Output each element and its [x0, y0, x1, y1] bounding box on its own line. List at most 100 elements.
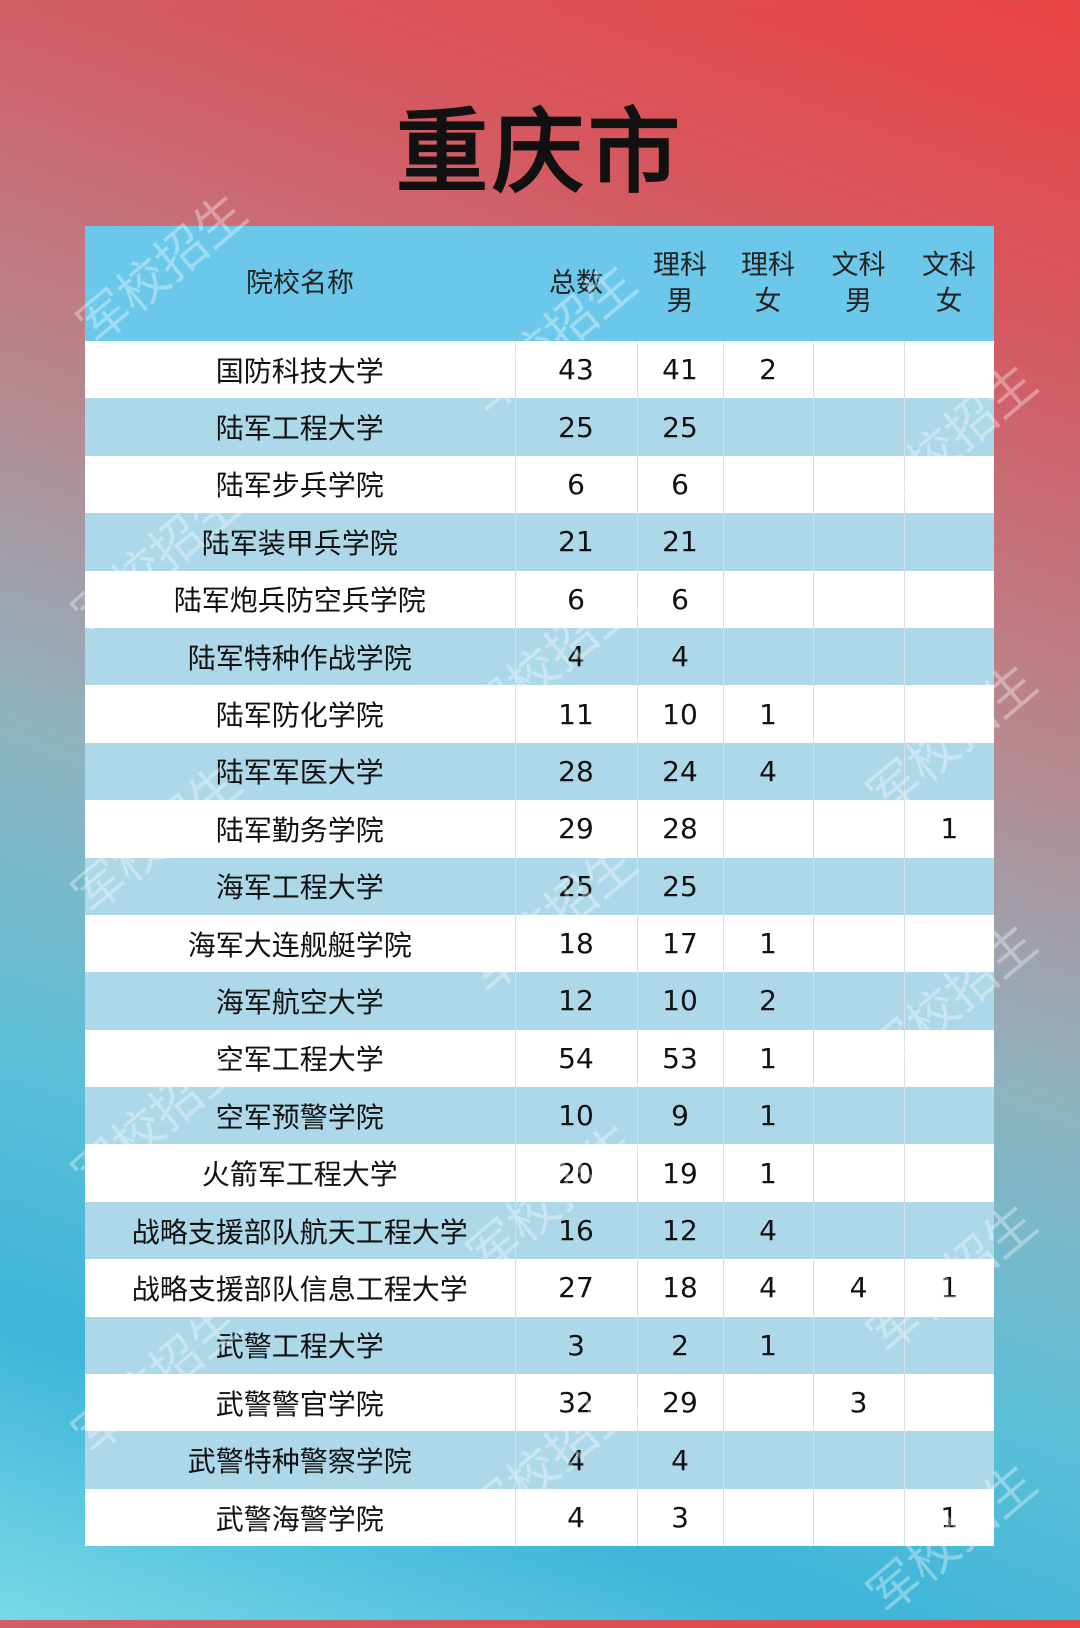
count-cell: [812, 1029, 904, 1088]
school-name-cell: 陆军勤务学院: [85, 800, 515, 858]
count-cell: [903, 1029, 994, 1088]
count-cell: [903, 570, 994, 628]
count-cell: [812, 742, 904, 801]
school-name-cell: 陆军装甲兵学院: [85, 513, 515, 571]
count-cell: [903, 1316, 994, 1375]
count-cell: [903, 742, 994, 801]
table-row: 海军工程大学 25 25: [85, 857, 994, 915]
count-cell: [812, 455, 904, 514]
count-cell: 1: [722, 1087, 813, 1145]
count-cell: 53: [636, 1029, 723, 1088]
count-cell: [812, 857, 904, 915]
count-cell: [903, 1144, 994, 1202]
page-title: 重庆市: [395, 99, 684, 206]
count-cell: 1: [722, 685, 813, 743]
count-cell: [812, 1144, 904, 1202]
school-name-cell: 海军大连舰艇学院: [85, 914, 515, 973]
school-name-cell: 战略支援部队航天工程大学: [85, 1201, 515, 1260]
table-row: 陆军工程大学 25 25: [85, 398, 994, 456]
count-cell: 16: [514, 1201, 637, 1260]
count-cell: 6: [636, 455, 723, 514]
column-header: 文科女: [904, 226, 994, 341]
count-cell: 4: [636, 1431, 723, 1489]
count-cell: [812, 570, 904, 628]
school-name-cell: 海军工程大学: [85, 857, 515, 915]
count-cell: 54: [514, 1029, 637, 1088]
school-name-cell: 武警警官学院: [85, 1374, 515, 1432]
count-cell: [722, 513, 813, 571]
table-row: 武警工程大学 3 2 1: [85, 1316, 994, 1375]
column-header-label: 理科男: [653, 249, 707, 317]
count-cell: 3: [514, 1316, 637, 1375]
count-cell: [722, 800, 813, 858]
count-cell: [903, 1087, 994, 1145]
count-cell: 29: [636, 1374, 723, 1432]
school-name-cell: 陆军防化学院: [85, 685, 515, 743]
table-row: 空军预警学院 10 9 1: [85, 1087, 994, 1145]
count-cell: 4: [722, 1201, 813, 1260]
count-cell: [722, 1431, 813, 1489]
table-row: 陆军步兵学院 6 6: [85, 455, 994, 514]
school-name-cell: 国防科技大学: [85, 341, 515, 399]
count-cell: [722, 857, 813, 915]
table-row: 国防科技大学 43 41 2: [85, 341, 994, 399]
admissions-table: 院校名称 总数 理科男 理科女 文科男 文科女 国防科技大学 43 41 2 陆军工程大学 25 25…: [85, 226, 994, 1547]
school-name-cell: 武警工程大学: [85, 1316, 515, 1375]
column-header: 院校名称: [85, 226, 515, 341]
count-cell: [903, 972, 994, 1030]
count-cell: [812, 513, 904, 571]
count-cell: 21: [514, 513, 637, 571]
count-cell: [903, 685, 994, 743]
table-row: 陆军军医大学 28 24 4: [85, 742, 994, 801]
count-cell: 21: [636, 513, 723, 571]
count-cell: 25: [514, 398, 637, 456]
count-cell: 29: [514, 800, 637, 858]
table-row: 陆军勤务学院 29 28 1: [85, 800, 994, 858]
table-row: 空军工程大学 54 53 1: [85, 1029, 994, 1088]
count-cell: [812, 1316, 904, 1375]
count-cell: 19: [636, 1144, 723, 1202]
count-cell: 17: [636, 914, 723, 973]
count-cell: [812, 800, 904, 858]
count-cell: [812, 341, 904, 399]
count-cell: 4: [514, 627, 637, 686]
count-cell: 18: [514, 914, 637, 973]
count-cell: 9: [636, 1087, 723, 1145]
school-name-cell: 火箭军工程大学: [85, 1144, 515, 1202]
count-cell: 10: [636, 972, 723, 1030]
column-header-label: 理科女: [741, 249, 795, 317]
count-cell: 4: [722, 742, 813, 801]
table-row: 海军航空大学 12 10 2: [85, 972, 994, 1030]
count-cell: 4: [514, 1431, 637, 1489]
count-cell: [903, 455, 994, 514]
count-cell: [812, 398, 904, 456]
count-cell: 10: [636, 685, 723, 743]
school-name-cell: 海军航空大学: [85, 972, 515, 1030]
column-header: 总数: [515, 226, 637, 341]
count-cell: 4: [812, 1259, 904, 1317]
table-row: 武警警官学院 32 29 3: [85, 1374, 994, 1432]
count-cell: [903, 627, 994, 686]
count-cell: [722, 398, 813, 456]
column-header: 理科男: [637, 226, 723, 341]
count-cell: 4: [636, 627, 723, 686]
count-cell: 10: [514, 1087, 637, 1145]
table-row: 陆军特种作战学院 4 4: [85, 627, 994, 686]
count-cell: [722, 570, 813, 628]
count-cell: 41: [636, 341, 723, 399]
school-name-cell: 陆军特种作战学院: [85, 627, 515, 686]
count-cell: 12: [636, 1201, 723, 1260]
count-cell: 28: [514, 742, 637, 801]
count-cell: 25: [514, 857, 637, 915]
table-row: 火箭军工程大学 20 19 1: [85, 1144, 994, 1202]
count-cell: 25: [636, 398, 723, 456]
count-cell: 1: [903, 1259, 994, 1317]
count-cell: 2: [636, 1316, 723, 1375]
table-header-row: 院校名称 总数 理科男 理科女 文科男 文科女: [85, 226, 994, 341]
count-cell: [722, 1374, 813, 1432]
count-cell: 3: [636, 1488, 723, 1547]
count-cell: [903, 341, 994, 399]
count-cell: [812, 685, 904, 743]
column-header: 理科女: [723, 226, 813, 341]
count-cell: [812, 1431, 904, 1489]
